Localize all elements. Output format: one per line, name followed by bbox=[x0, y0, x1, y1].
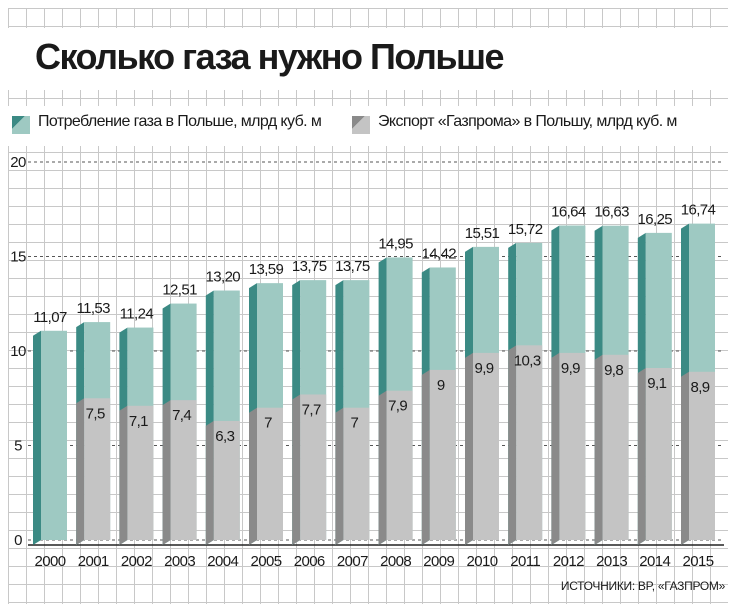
export-bar bbox=[84, 398, 111, 540]
consumption-value-label: 14,95 bbox=[378, 235, 413, 252]
consumption-value-label: 13,75 bbox=[335, 258, 370, 275]
export-bar bbox=[300, 394, 327, 540]
export-value-label: 9,9 bbox=[561, 360, 580, 377]
export-bar-side bbox=[335, 407, 344, 545]
export-bar-side bbox=[119, 405, 128, 545]
export-bar bbox=[689, 371, 715, 540]
export-bar-side bbox=[205, 420, 214, 545]
consumption-value-label: 16,74 bbox=[681, 202, 716, 219]
consumption-value-label: 11,07 bbox=[33, 309, 67, 326]
consumption-value-label: 13,20 bbox=[206, 269, 241, 286]
export-bar bbox=[429, 369, 456, 540]
export-value-label: 9,1 bbox=[647, 375, 666, 392]
legend-label-consumption: Потребление газа в Польше, млрд куб. м bbox=[38, 113, 322, 130]
export-bar-side bbox=[508, 345, 517, 545]
title-band bbox=[0, 28, 737, 90]
x-tick-label: 2002 bbox=[121, 553, 152, 570]
export-bar-side bbox=[162, 400, 171, 545]
export-value-label: 6,3 bbox=[215, 428, 234, 445]
x-tick-label: 2013 bbox=[596, 553, 627, 570]
export-bar-side bbox=[551, 352, 560, 545]
export-bar bbox=[516, 345, 543, 540]
export-bar bbox=[343, 407, 370, 540]
export-bar-side bbox=[465, 352, 473, 545]
x-tick-label: 2015 bbox=[683, 553, 714, 570]
y-tick-label: 10 bbox=[10, 343, 26, 360]
export-bar bbox=[386, 390, 413, 540]
consumption-value-label: 12,51 bbox=[162, 282, 197, 299]
consumption-bar bbox=[41, 330, 67, 540]
legend-swatch-consumption bbox=[12, 116, 30, 134]
x-tick-label: 2012 bbox=[553, 553, 584, 570]
export-bar bbox=[213, 420, 240, 540]
x-tick-label: 2010 bbox=[467, 553, 498, 570]
export-bar bbox=[473, 352, 499, 540]
consumption-value-label: 11,24 bbox=[120, 306, 154, 323]
x-tick-label: 2011 bbox=[510, 553, 540, 570]
chart-title: Сколько газа нужно Польше bbox=[35, 36, 505, 77]
consumption-value-label: 15,51 bbox=[465, 225, 500, 242]
export-value-label: 7,4 bbox=[172, 407, 191, 424]
export-value-label: 7,5 bbox=[86, 405, 105, 422]
export-value-label: 8,9 bbox=[690, 379, 709, 396]
consumption-value-label: 16,25 bbox=[638, 211, 673, 228]
export-value-label: 9,8 bbox=[604, 362, 623, 379]
export-bar bbox=[170, 400, 197, 540]
consumption-value-label: 15,72 bbox=[508, 221, 543, 238]
source-note: ИСТОЧНИКИ: BP, «ГАЗПРОМ» bbox=[560, 579, 725, 593]
x-tick-label: 2003 bbox=[164, 553, 195, 570]
legend-label-export: Экспорт «Газпрома» в Польшу, млрд куб. м bbox=[378, 113, 677, 130]
x-tick-label: 2000 bbox=[35, 553, 66, 570]
export-value-label: 9 bbox=[437, 377, 445, 394]
x-tick-label: 2004 bbox=[207, 553, 238, 570]
export-bar-side bbox=[76, 398, 85, 545]
y-tick-label: 5 bbox=[14, 438, 22, 455]
export-value-label: 10,3 bbox=[514, 352, 541, 369]
x-tick-label: 2014 bbox=[639, 553, 670, 570]
x-tick-label: 2008 bbox=[380, 553, 411, 570]
export-value-label: 7 bbox=[264, 415, 272, 432]
x-tick-label: 2006 bbox=[294, 553, 325, 570]
export-bar-side bbox=[292, 394, 301, 545]
legend-swatch-export bbox=[352, 116, 370, 134]
export-bar bbox=[602, 354, 629, 540]
export-bar bbox=[127, 405, 154, 540]
consumption-value-label: 16,64 bbox=[551, 204, 586, 221]
export-bar-side bbox=[378, 390, 387, 545]
consumption-value-label: 13,75 bbox=[292, 258, 327, 275]
export-value-label: 7,1 bbox=[129, 413, 148, 430]
export-bar-side bbox=[421, 369, 430, 545]
export-bar bbox=[257, 407, 283, 540]
y-tick-label: 15 bbox=[10, 249, 26, 266]
export-bar-side bbox=[594, 354, 603, 545]
consumption-value-label: 14,42 bbox=[422, 245, 457, 262]
export-bar bbox=[645, 368, 672, 540]
export-bar-side bbox=[681, 371, 689, 545]
export-bar-side bbox=[249, 407, 257, 545]
x-tick-label: 2009 bbox=[423, 553, 454, 570]
y-tick-label: 0 bbox=[14, 532, 22, 549]
x-tick-label: 2007 bbox=[337, 553, 368, 570]
consumption-value-label: 11,53 bbox=[76, 300, 110, 317]
export-value-label: 7,7 bbox=[302, 401, 321, 418]
export-bar-side bbox=[637, 368, 646, 545]
x-tick-label: 2001 bbox=[78, 553, 109, 570]
consumption-bar-side bbox=[33, 330, 41, 545]
x-tick-label: 2005 bbox=[251, 553, 282, 570]
consumption-value-label: 13,59 bbox=[249, 261, 284, 278]
export-bar bbox=[559, 352, 586, 540]
export-value-label: 9,9 bbox=[474, 360, 493, 377]
export-value-label: 7 bbox=[351, 415, 359, 432]
export-value-label: 7,9 bbox=[388, 398, 407, 415]
y-tick-label: 20 bbox=[10, 154, 26, 171]
consumption-value-label: 16,63 bbox=[594, 204, 629, 221]
